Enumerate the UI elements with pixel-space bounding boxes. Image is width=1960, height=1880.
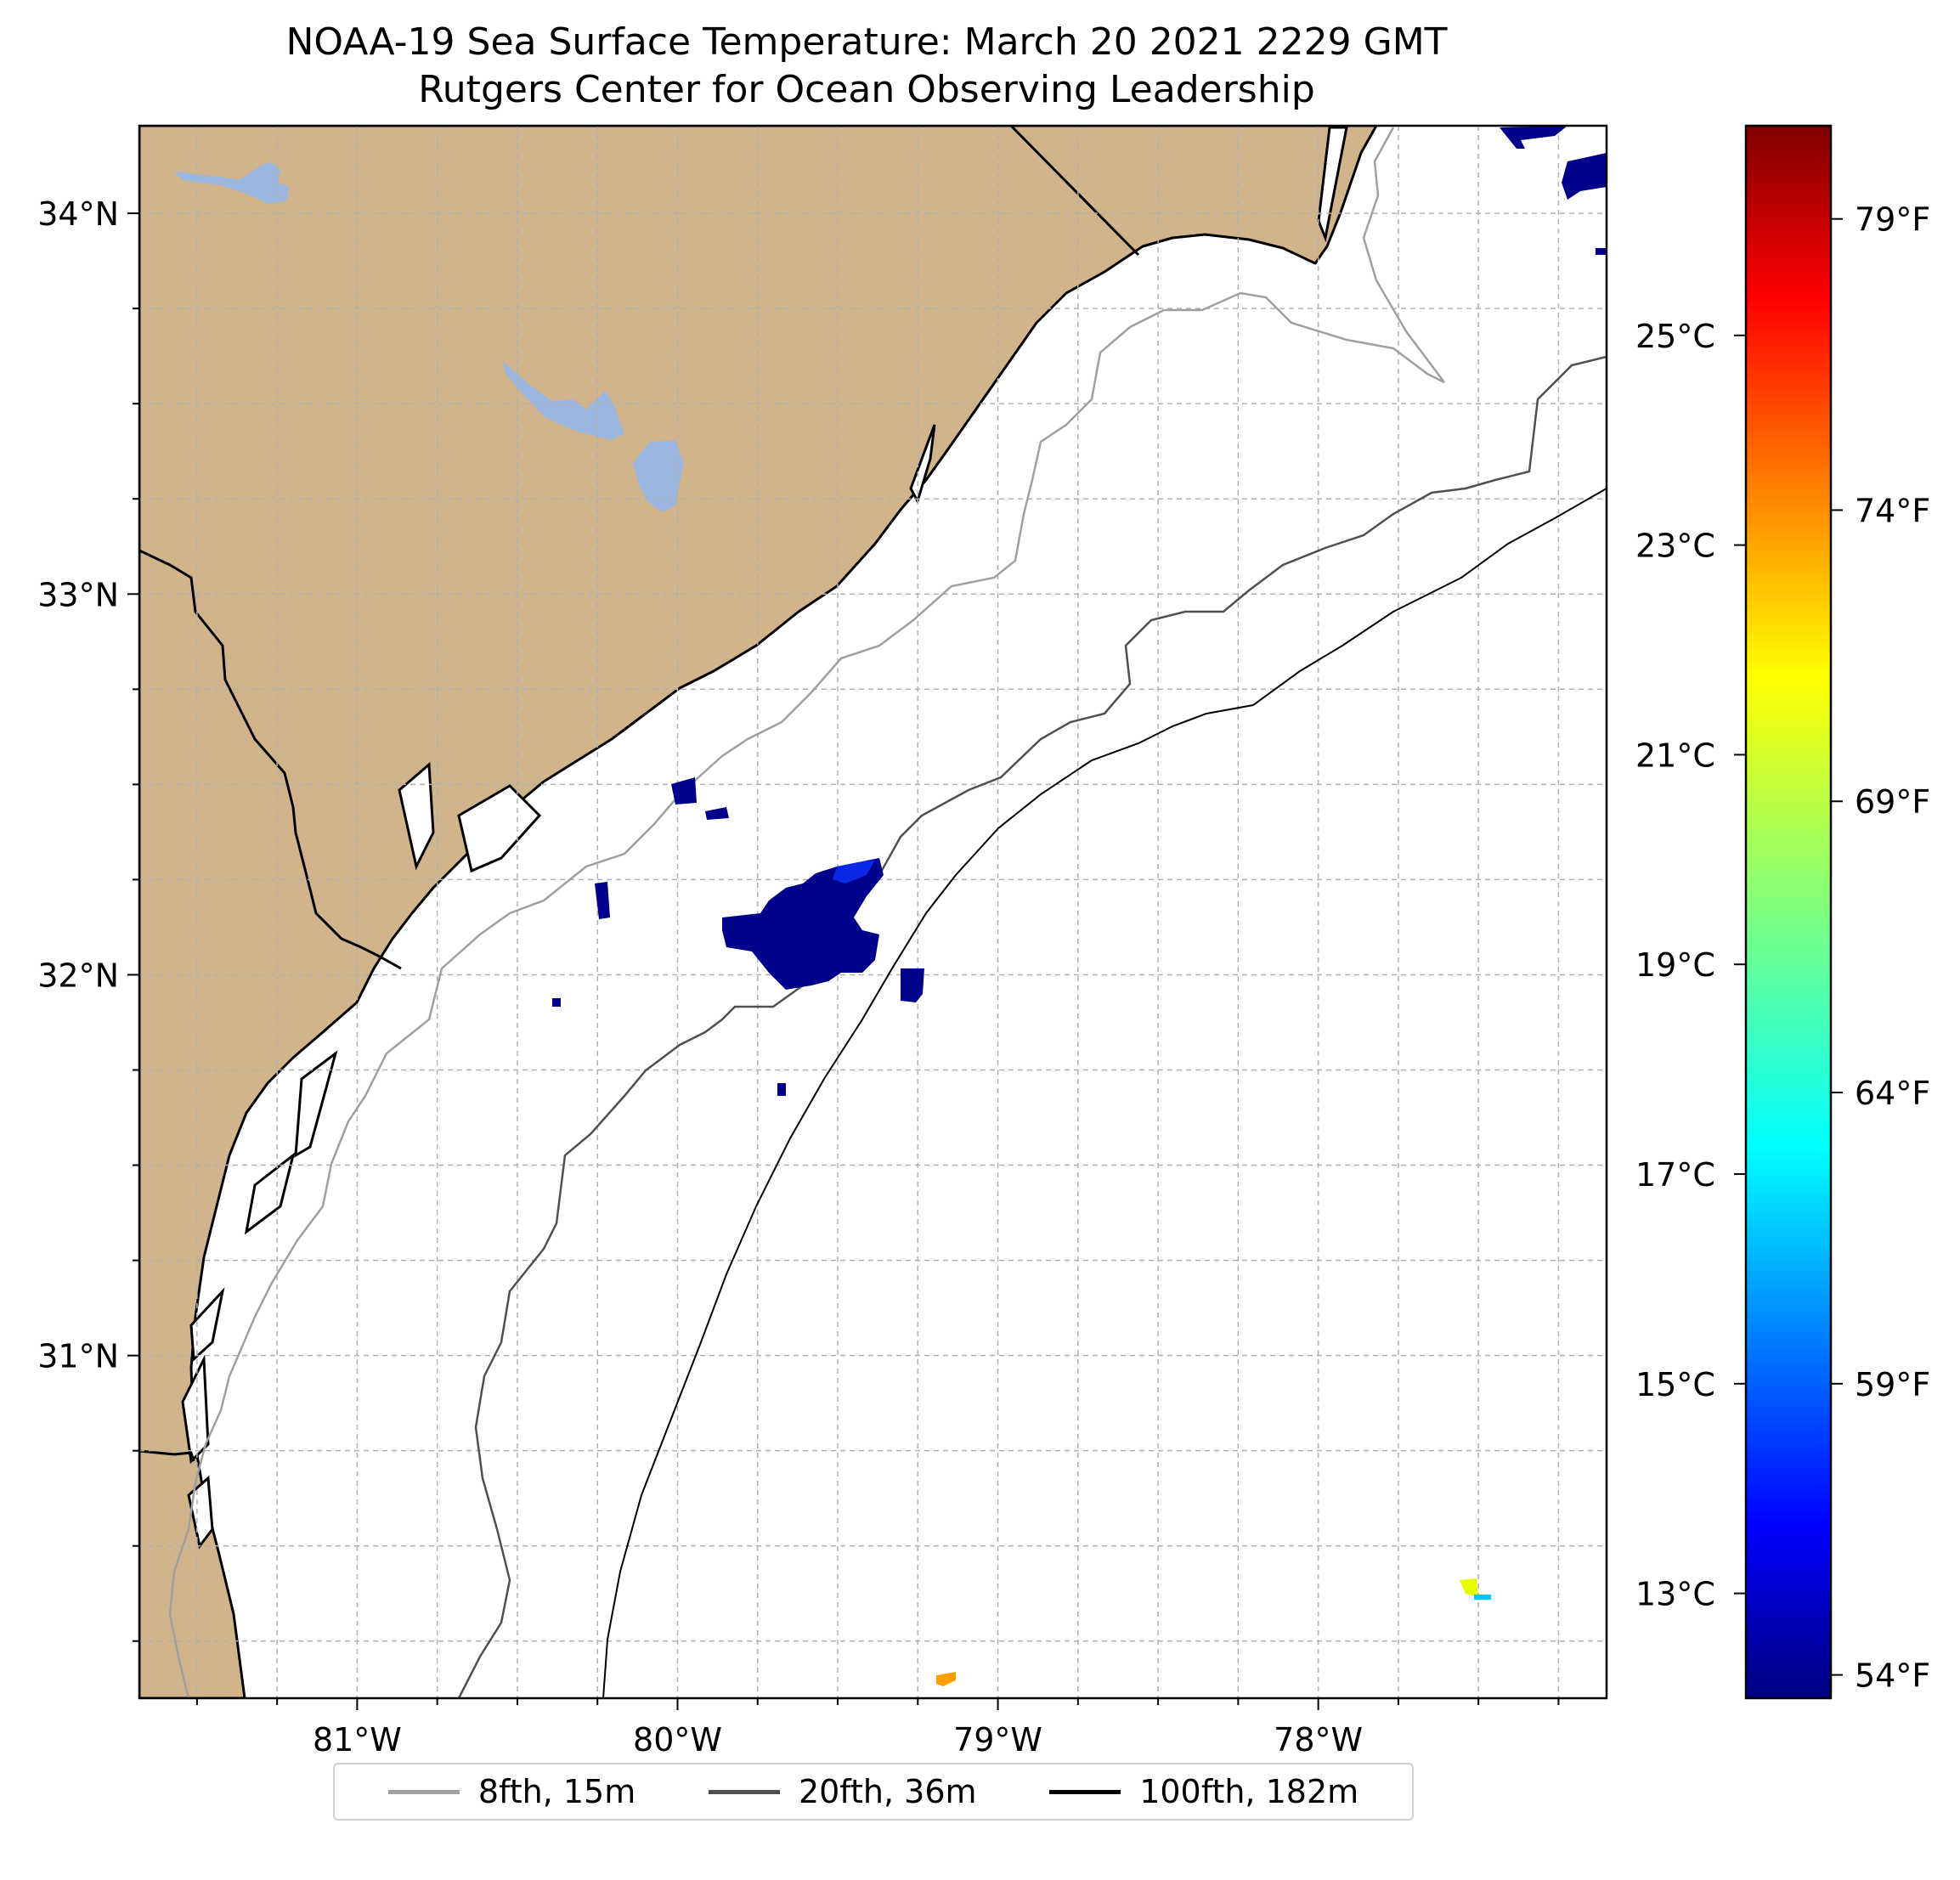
colorbar-gradient (1744, 124, 1833, 1700)
state-border-2 (1009, 126, 1140, 257)
cold-patch-small-3 (552, 998, 561, 1007)
estuary-inlet-3 (398, 761, 435, 871)
x-tick-label: 80°W (633, 1721, 722, 1759)
state-border-3 (139, 1449, 195, 1462)
y-tick-label: 32°N (37, 957, 119, 994)
legend-item-8fth: 8fth, 15m (387, 1773, 636, 1810)
legend-label-100fth: 100fth, 182m (1139, 1773, 1359, 1810)
estuary-inlet-4 (294, 1050, 338, 1158)
legend-label-20fth: 20fth, 36m (798, 1773, 977, 1810)
cold-patch-small-2 (777, 1083, 786, 1096)
colorbar-label-f: 74°F (1855, 492, 1930, 529)
chart-subtitle: Rutgers Center for Ocean Observing Leade… (418, 68, 1315, 111)
estuary-inlet-2 (457, 784, 542, 873)
colorbar-ticks: 13°C 15°C 17°C 19°C 21°C 23°C 25°C 54°F 59°F 64°F… (1635, 201, 1930, 1695)
cold-patch-north-2 (705, 807, 729, 820)
cold-patch-ne-2 (1562, 153, 1607, 200)
colorbar-label-f: 54°F (1855, 1657, 1930, 1695)
cold-patch-small-1 (595, 882, 610, 919)
cold-patch-ne-3 (1596, 248, 1607, 255)
estuary-inlet-9 (1317, 126, 1348, 243)
x-tick-label: 78°W (1274, 1721, 1363, 1759)
cold-patch-band (833, 860, 875, 884)
isobath-100fth-182m (602, 488, 1607, 1698)
colorbar-label-c: 25°C (1635, 318, 1715, 355)
estuary-inlet-6 (189, 1287, 225, 1363)
lake-marion (503, 361, 624, 440)
colorbar-label-c: 13°C (1635, 1576, 1715, 1613)
colorbar-label-c: 23°C (1635, 528, 1715, 565)
legend-swatch-8fth (387, 1789, 460, 1794)
cold-patch-ne-1 (1500, 126, 1567, 149)
colorbar-label-c: 21°C (1635, 737, 1715, 774)
cold-patch-east (901, 968, 924, 1002)
colorbar-label-f: 64°F (1855, 1075, 1930, 1112)
lake-north (174, 161, 289, 204)
state-border (139, 549, 402, 970)
legend-item-20fth: 20fth, 36m (708, 1773, 977, 1810)
y-tick-label: 34°N (37, 195, 119, 233)
chart-title: NOAA-19 Sea Surface Temperature: March 2… (285, 20, 1448, 64)
map-frame (138, 124, 1608, 1700)
lake-moultrie (633, 440, 684, 512)
y-tick-label: 33°N (37, 576, 119, 613)
colorbar-label-c: 15°C (1635, 1366, 1715, 1403)
warm-pixel-southeast (1460, 1578, 1478, 1597)
warm-pixel-south (936, 1672, 956, 1686)
colorbar-label-f: 79°F (1855, 201, 1930, 239)
colorbar-label-c: 19°C (1635, 946, 1715, 984)
isobath-8fth-15m (168, 127, 1445, 1698)
cool-pixel-southeast (1474, 1595, 1491, 1600)
land-coastline (139, 126, 1378, 1698)
map-axes: 81°W 80°W 79°W 78°W 31°N 32°N 33°N 34°N (37, 195, 1560, 1759)
legend-swatch-100fth (1049, 1789, 1121, 1794)
colorbar-label-c: 17°C (1635, 1156, 1715, 1194)
y-tick-label: 31°N (37, 1338, 119, 1375)
map-area (139, 126, 1607, 1698)
sst-layer (552, 126, 1607, 1686)
legend-item-100fth: 100fth, 182m (1049, 1773, 1358, 1810)
colorbar-label-f: 59°F (1855, 1366, 1930, 1403)
colorbar: 13°C 15°C 17°C 19°C 21°C 23°C 25°C 54°F 59°F 64°F… (1635, 124, 1930, 1700)
estuary-inlet-1 (909, 424, 936, 505)
x-tick-label: 79°W (953, 1721, 1042, 1759)
cold-patch-north-1 (671, 777, 697, 805)
legend-label-8fth: 8fth, 15m (477, 1773, 636, 1810)
legend-swatch-20fth (708, 1789, 780, 1794)
cold-patch-central (722, 858, 884, 990)
colorbar-label-f: 69°F (1855, 783, 1930, 821)
x-tick-label: 81°W (313, 1721, 402, 1759)
isobath-legend: 8fth, 15m 20fth, 36m 100fth, 182m (333, 1763, 1414, 1821)
